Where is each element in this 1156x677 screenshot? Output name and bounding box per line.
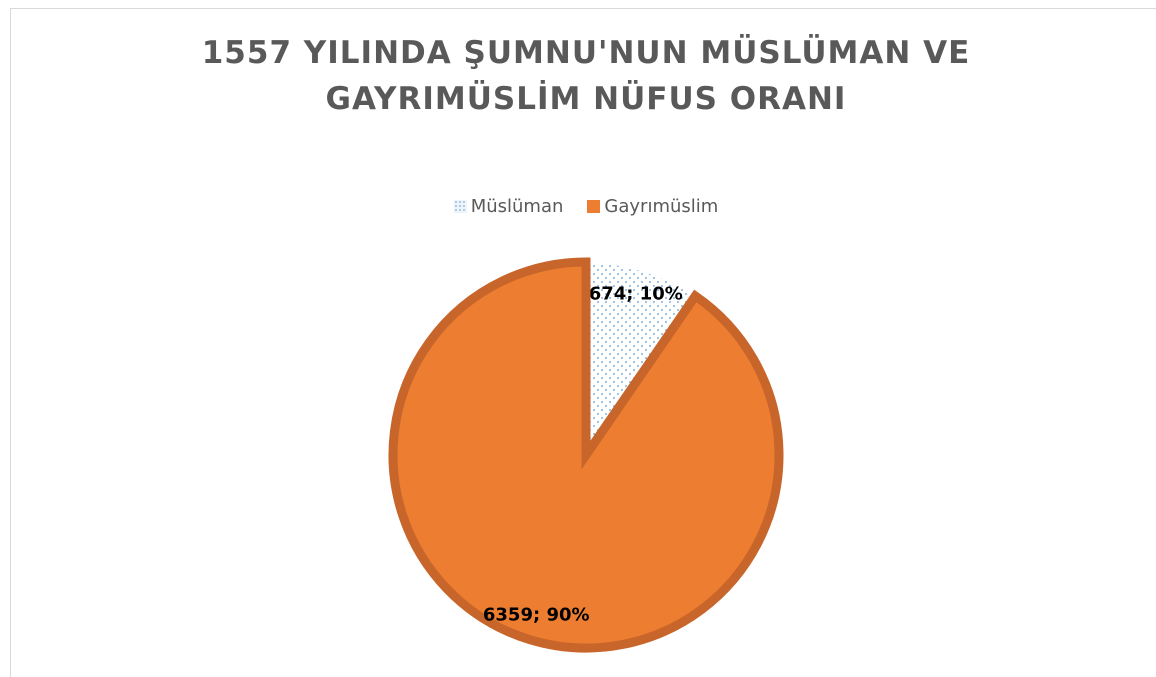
legend: Müslüman Gayrımüslim <box>0 196 1156 217</box>
pie-slice <box>388 257 784 653</box>
legend-swatch <box>453 200 467 213</box>
data-label: 6359; 90% <box>483 604 590 625</box>
data-label: 674; 10% <box>589 284 683 305</box>
chart-title: 1557 YILINDA ŞUMNU'NUN MÜSLÜMAN VE GAYRI… <box>201 35 971 117</box>
pie-slice <box>585 260 697 459</box>
legend-label: Gayrımüslim <box>604 196 719 217</box>
legend-item: Gayrımüslim <box>587 196 718 217</box>
legend-swatch <box>587 200 601 213</box>
chart-frame <box>10 8 1156 677</box>
legend-label: Müslüman <box>470 196 564 217</box>
legend-item: Müslüman <box>453 196 564 217</box>
